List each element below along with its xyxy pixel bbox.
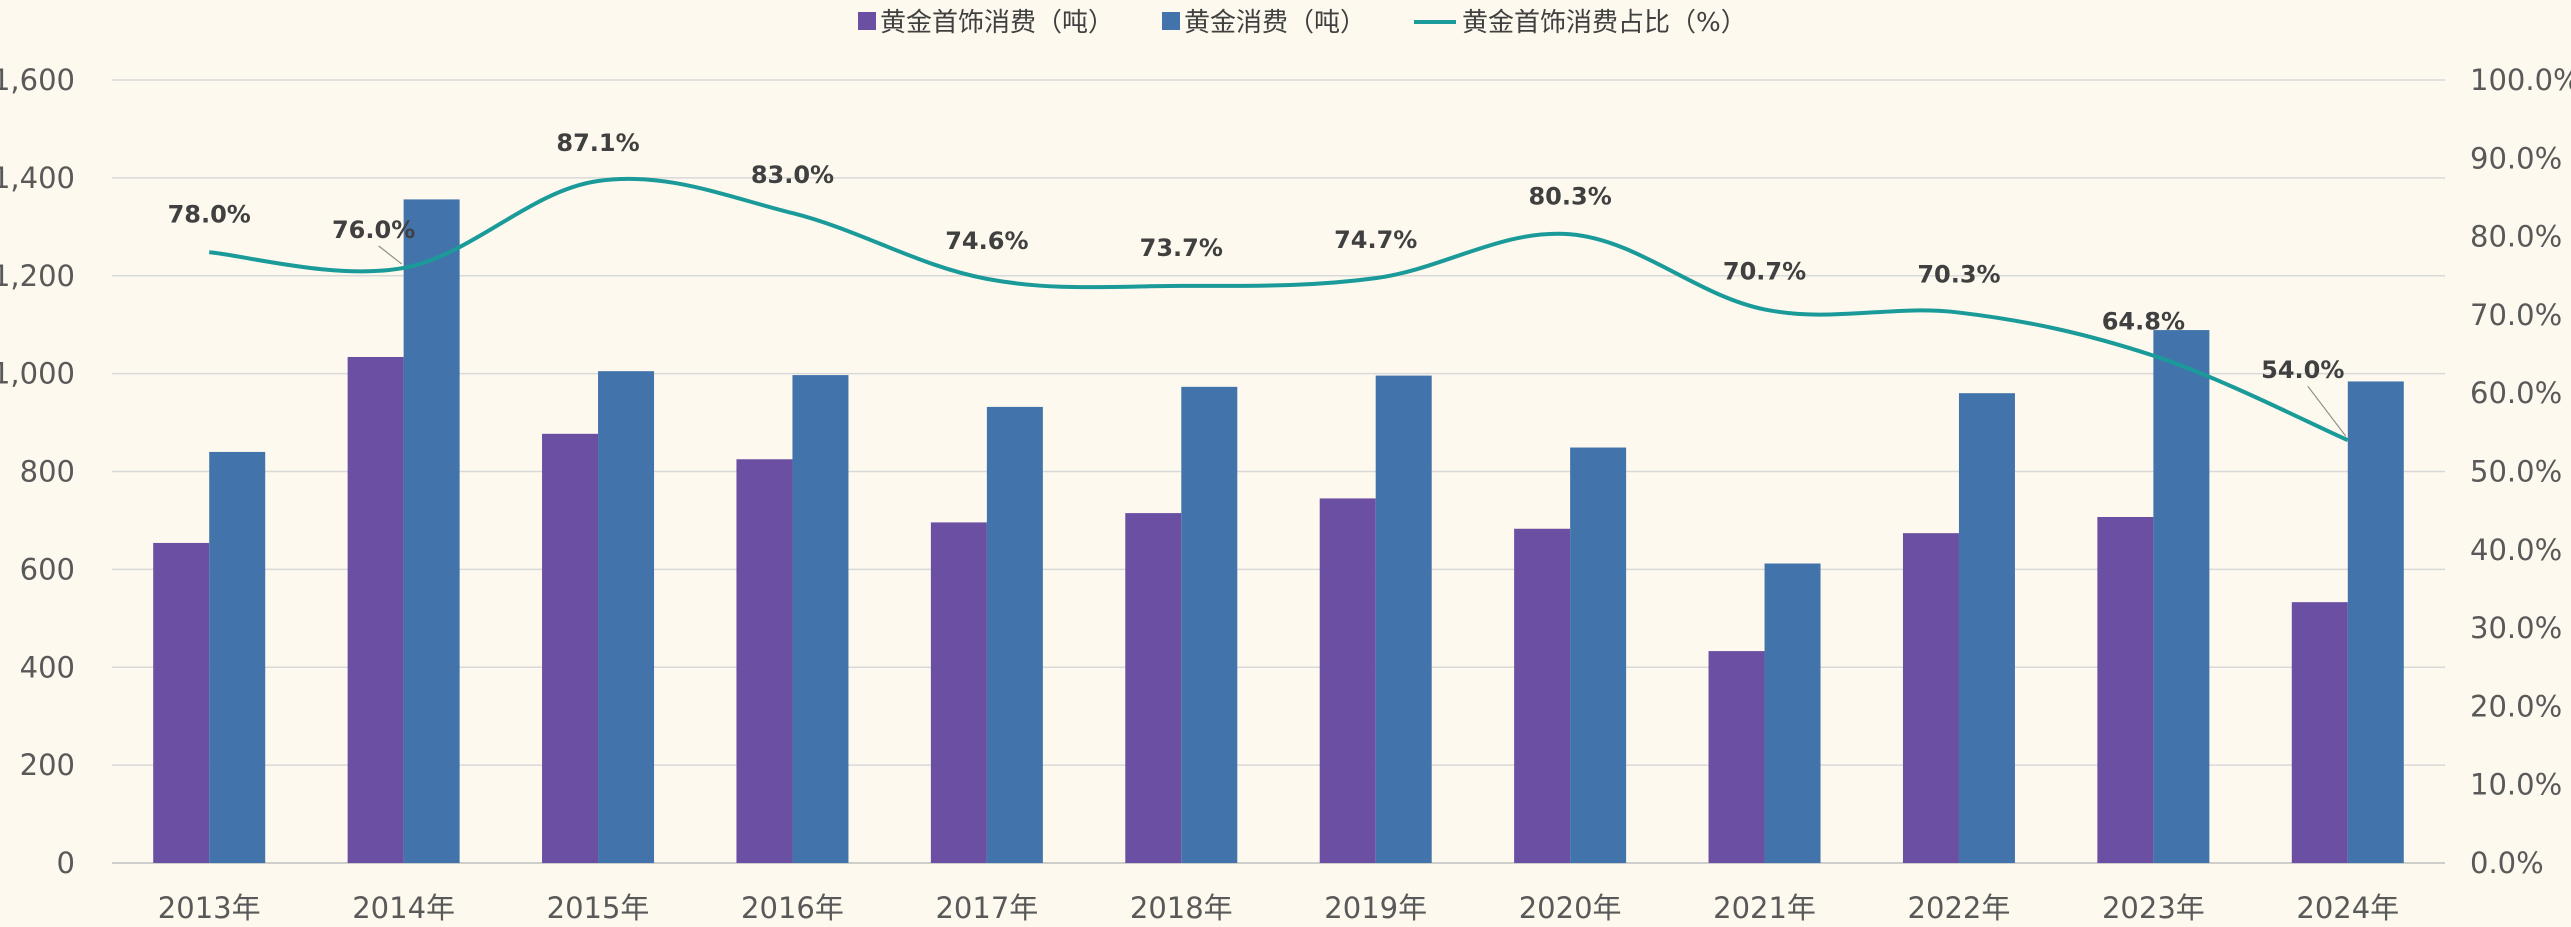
bar-jewelry [1125, 513, 1182, 863]
x-tick-label: 2017年 [935, 891, 1038, 925]
y-right-tick-label: 40.0% [2470, 533, 2562, 567]
share-data-label: 76.0% [332, 216, 415, 244]
legend-label: 黄金首饰消费占比（%） [1462, 8, 1747, 38]
y-right-tick-label: 90.0% [2470, 141, 2562, 175]
y-left-tick-label: 1,200 [0, 259, 75, 293]
bar-jewelry [542, 433, 599, 863]
bar-jewelry [1514, 528, 1571, 863]
y-left-tick-label: 200 [20, 748, 75, 782]
bar-jewelry [153, 542, 210, 863]
bar-total [792, 375, 849, 863]
x-tick-label: 2013年 [158, 891, 261, 925]
legend-label: 黄金消费（吨） [1184, 8, 1366, 38]
bar-jewelry [736, 459, 793, 863]
share-data-label: 80.3% [1528, 182, 1611, 210]
share-data-label: 73.7% [1140, 234, 1223, 262]
data-label-leader [378, 245, 402, 265]
bar-total [1375, 375, 1432, 863]
y-left-tick-label: 0 [57, 846, 75, 880]
bar-total [2347, 381, 2404, 863]
axes: 0 200 400 600 800 1,000 1,200 1,400 1,600 0.0% 10.… [0, 63, 2571, 925]
y-right-tick-label: 70.0% [2470, 298, 2562, 332]
y-left-tick-label: 1,600 [0, 63, 75, 97]
y-left-tick-label: 800 [20, 455, 75, 489]
x-tick-label: 2022年 [1908, 891, 2011, 925]
bar-total [598, 371, 655, 863]
share-data-label: 70.3% [1917, 261, 2000, 289]
x-tick-label: 2019年 [1324, 891, 1427, 925]
bar-jewelry [347, 356, 404, 863]
share-data-label: 74.6% [945, 227, 1028, 255]
share-data-label: 54.0% [2261, 356, 2344, 384]
share-data-label: 70.7% [1723, 257, 1806, 285]
y-right-tick-label: 100.0% [2470, 63, 2571, 97]
bar-total [986, 406, 1043, 863]
data-label-leader [2307, 385, 2347, 437]
y-right-tick-label: 60.0% [2470, 376, 2562, 410]
share-line [209, 176, 2349, 443]
data-labels: 78.0% 76.0% 87.1% 83.0% 74.6% 73.7% 74.7% 80.3%… [168, 129, 2347, 437]
y-right-tick-label: 30.0% [2470, 611, 2562, 645]
y-right-tick-label: 80.0% [2470, 220, 2562, 254]
share-data-label: 78.0% [168, 200, 251, 228]
bar-total [2153, 330, 2210, 863]
x-tick-label: 2020年 [1519, 891, 1622, 925]
bar-jewelry [2097, 517, 2154, 863]
y-left-tick-label: 400 [20, 650, 75, 684]
bar-total [1570, 447, 1627, 863]
y-right-tick-label: 50.0% [2470, 455, 2562, 489]
x-tick-label: 2023年 [2102, 891, 2205, 925]
y-left-tick-label: 1,400 [0, 161, 75, 195]
share-data-label: 87.1% [556, 129, 639, 157]
bar-jewelry [1708, 651, 1765, 863]
legend-swatch [1162, 12, 1180, 30]
bar-jewelry [1319, 498, 1376, 863]
gridlines [112, 79, 2445, 864]
x-tick-label: 2018年 [1130, 891, 1233, 925]
legend-swatch [858, 12, 876, 30]
y-right-tick-label: 20.0% [2470, 689, 2562, 723]
bar-total [1764, 563, 1821, 863]
share-data-label: 74.7% [1334, 226, 1417, 254]
bar-total [1181, 386, 1238, 863]
bar-total [403, 199, 460, 864]
x-tick-label: 2024年 [2296, 891, 2399, 925]
share-data-label: 83.0% [751, 161, 834, 189]
y-right-tick-label: 10.0% [2470, 768, 2562, 802]
x-tick-label: 2016年 [741, 891, 844, 925]
bar-jewelry [930, 522, 987, 863]
y-right-tick-label: 0.0% [2470, 846, 2544, 880]
bar-total [1958, 393, 2015, 863]
bar-jewelry [1902, 533, 1959, 863]
x-tick-label: 2021年 [1713, 891, 1816, 925]
y-left-tick-label: 1,000 [0, 357, 75, 391]
bars [153, 199, 2404, 864]
x-tick-label: 2015年 [547, 891, 650, 925]
y-left-tick-label: 600 [20, 552, 75, 586]
x-tick-label: 2014年 [352, 891, 455, 925]
bar-total [209, 451, 266, 863]
legend: 黄金首饰消费（吨） 黄金消费（吨） 黄金首饰消费占比（%） [858, 8, 1747, 38]
bar-jewelry [2291, 602, 2348, 863]
legend-label: 黄金首饰消费（吨） [880, 8, 1114, 38]
line-series [209, 176, 2349, 443]
share-data-label: 64.8% [2102, 308, 2185, 336]
